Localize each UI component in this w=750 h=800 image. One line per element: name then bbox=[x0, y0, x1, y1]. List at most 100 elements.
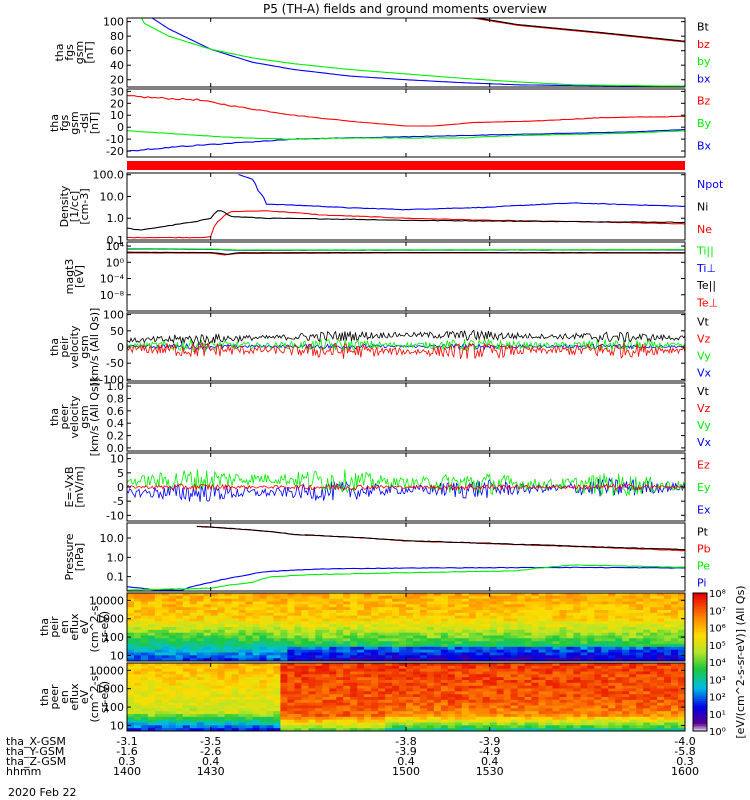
heatmap-cell bbox=[587, 607, 595, 611]
heatmap-cell bbox=[140, 702, 149, 707]
heatmap-cell bbox=[238, 612, 247, 617]
heatmap-cell bbox=[643, 641, 651, 645]
heatmap-cell bbox=[475, 632, 484, 637]
heatmap-cell bbox=[231, 598, 240, 603]
x-tick-label: 1600 bbox=[671, 765, 699, 778]
heatmap-cell bbox=[440, 652, 449, 656]
heatmap-cell bbox=[147, 699, 156, 704]
colorbar-segment bbox=[693, 620, 707, 624]
heatmap-cell bbox=[217, 725, 226, 729]
heatmap-cell bbox=[378, 682, 386, 687]
heatmap-cell bbox=[154, 598, 163, 603]
heatmap-cell bbox=[496, 702, 505, 707]
heatmap-cell bbox=[678, 612, 685, 617]
heatmap-cell bbox=[545, 668, 554, 673]
heatmap-cell bbox=[168, 649, 177, 654]
heatmap-cell bbox=[161, 649, 170, 654]
heatmap-cell bbox=[315, 697, 323, 701]
heatmap-cell bbox=[357, 610, 365, 614]
heatmap-cell bbox=[580, 671, 588, 675]
heatmap-cell bbox=[636, 711, 644, 715]
heatmap-cell bbox=[266, 612, 275, 617]
heatmap-cell bbox=[287, 652, 295, 656]
heatmap-cell bbox=[671, 688, 679, 692]
heatmap-cell bbox=[629, 697, 637, 701]
heatmap-cell bbox=[329, 641, 337, 645]
heatmap-cell bbox=[336, 677, 344, 681]
y-axis-label: magt3 bbox=[63, 259, 76, 295]
colorbar-segment bbox=[693, 689, 707, 693]
heatmap-cell bbox=[566, 658, 574, 661]
heatmap-cell bbox=[217, 595, 226, 600]
heatmap-cell bbox=[573, 702, 581, 707]
heatmap-cell bbox=[308, 658, 316, 661]
heatmap-cell bbox=[147, 607, 156, 611]
y-axis-label: sr-eV) bbox=[98, 611, 111, 643]
heatmap-cell bbox=[413, 705, 421, 709]
heatmap-cell bbox=[301, 716, 309, 721]
heatmap-cell bbox=[489, 682, 498, 687]
heatmap-cell bbox=[594, 663, 602, 667]
heatmap-cell bbox=[615, 699, 623, 704]
heatmap-cell bbox=[678, 728, 685, 731]
heatmap-cell bbox=[161, 627, 170, 631]
heatmap-cell bbox=[259, 601, 268, 605]
heatmap-cell bbox=[678, 691, 685, 695]
heatmap-cell bbox=[364, 604, 372, 608]
heatmap-cell bbox=[566, 629, 574, 634]
heatmap-cell bbox=[608, 663, 616, 667]
heatmap-cell bbox=[419, 680, 428, 684]
heatmap-cell bbox=[545, 702, 554, 707]
heatmap-cell bbox=[301, 685, 309, 690]
heatmap-cell bbox=[552, 668, 561, 673]
heatmap-cell bbox=[406, 624, 414, 628]
heatmap-cell bbox=[238, 728, 247, 731]
heatmap-cell bbox=[538, 612, 547, 617]
heatmap-cell bbox=[657, 627, 665, 631]
heatmap-cell bbox=[134, 711, 142, 715]
heatmap-cell bbox=[147, 685, 156, 690]
heatmap-cell bbox=[636, 716, 644, 721]
heatmap-cell bbox=[161, 593, 170, 597]
heatmap-cell bbox=[538, 691, 547, 695]
heatmap-cell bbox=[594, 629, 602, 634]
heatmap-cell bbox=[657, 652, 665, 656]
heatmap-cell bbox=[433, 708, 442, 712]
heatmap-cell bbox=[524, 624, 533, 628]
heatmap-cell bbox=[468, 612, 477, 617]
heatmap-cell bbox=[496, 668, 505, 673]
heatmap-cell bbox=[392, 680, 400, 684]
heatmap-cell bbox=[482, 624, 491, 628]
heatmap-cell bbox=[280, 641, 288, 645]
heatmap-cell bbox=[538, 598, 547, 603]
heatmap-cell bbox=[545, 719, 554, 724]
heatmap-cell bbox=[280, 593, 288, 597]
heatmap-cell bbox=[273, 604, 282, 608]
heatmap-cell bbox=[343, 595, 351, 600]
heatmap-cell bbox=[252, 641, 261, 645]
heatmap-cell bbox=[266, 685, 275, 690]
heatmap-cell bbox=[475, 612, 484, 617]
heatmap-cell bbox=[224, 694, 233, 698]
heatmap-cell bbox=[294, 646, 302, 651]
heatmap-cell bbox=[671, 604, 679, 608]
heatmap-cell bbox=[580, 719, 588, 724]
heatmap-cell bbox=[615, 629, 623, 634]
heatmap-cell bbox=[224, 702, 233, 707]
heatmap-cell bbox=[524, 593, 533, 597]
heatmap-cell bbox=[385, 674, 393, 678]
heatmap-cell bbox=[238, 694, 247, 698]
heatmap-cell bbox=[196, 699, 205, 704]
heatmap-cell bbox=[217, 612, 226, 617]
heatmap-cell bbox=[154, 629, 163, 634]
heatmap-cell bbox=[587, 677, 595, 681]
plot-area bbox=[127, 469, 685, 502]
heatmap-cell bbox=[294, 652, 302, 656]
heatmap-cell bbox=[196, 610, 205, 614]
heatmap-cell bbox=[468, 632, 477, 637]
heatmap-cell bbox=[447, 674, 456, 678]
colorbar-segment bbox=[693, 609, 707, 612]
heatmap-cell bbox=[196, 658, 205, 661]
heatmap-cell bbox=[643, 632, 651, 637]
heatmap-cell bbox=[468, 663, 477, 667]
